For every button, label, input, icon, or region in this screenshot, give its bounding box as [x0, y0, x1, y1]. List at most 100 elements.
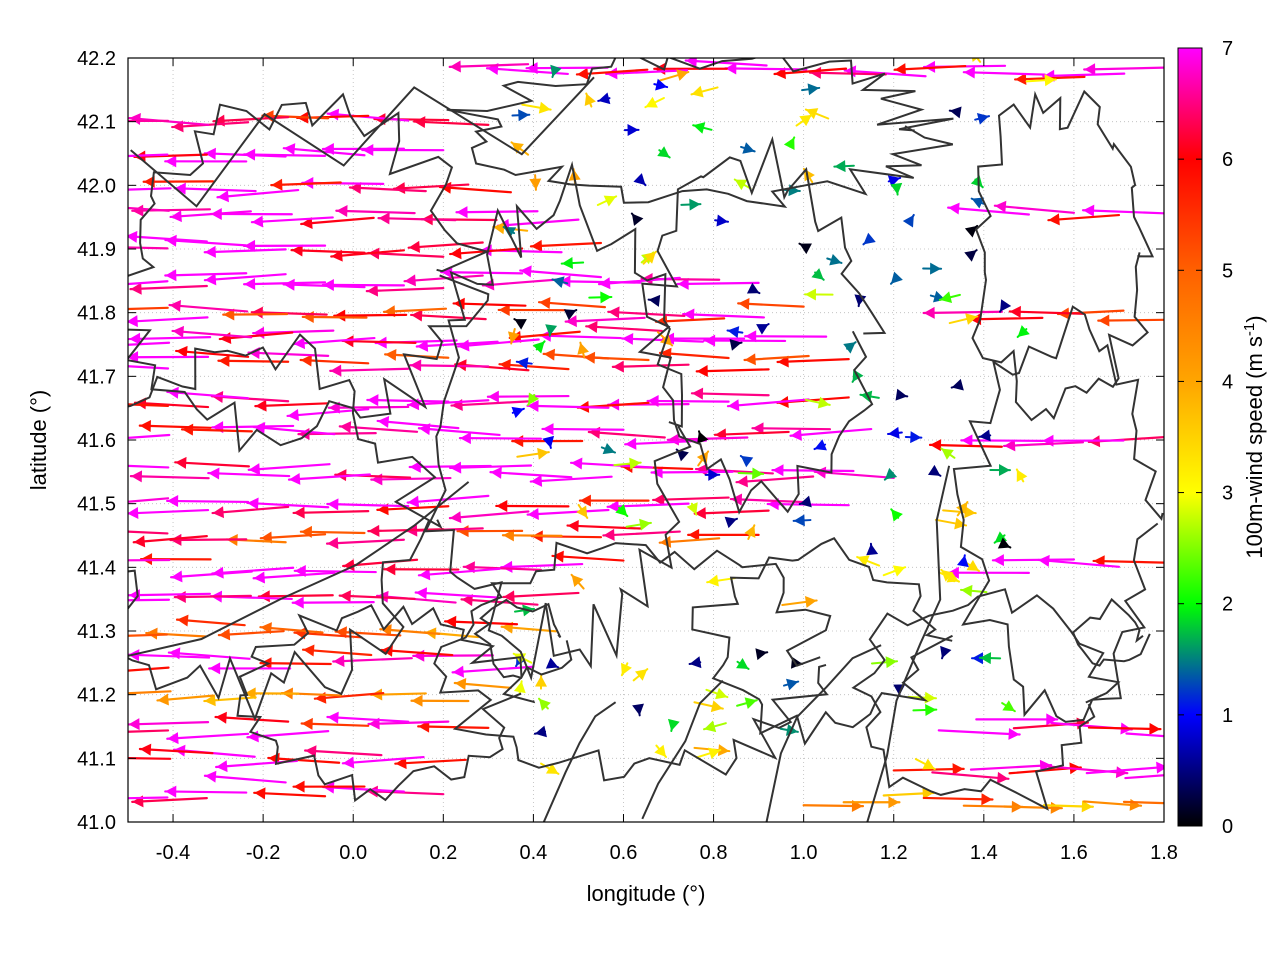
- wind-vector: [690, 387, 770, 400]
- wind-vector: [1085, 761, 1164, 775]
- wind-vector: [1081, 204, 1164, 217]
- wind-vector-head: [176, 345, 188, 358]
- wind-vector: [383, 563, 460, 576]
- wind-vector-shaft: [498, 363, 570, 371]
- wind-vector-shaft: [326, 112, 410, 122]
- wind-vector: [365, 284, 445, 297]
- wind-vector: [606, 500, 690, 513]
- wind-vector: [290, 244, 366, 257]
- wind-vector: [451, 665, 535, 678]
- wind-vector-shaft: [969, 764, 1053, 771]
- wind-vector-shaft: [376, 419, 460, 430]
- wind-vector-shaft: [654, 317, 726, 323]
- wind-vector: [128, 187, 172, 191]
- wind-vector-head: [857, 555, 870, 567]
- wind-vector-calm: [856, 555, 881, 567]
- wind-vector-shaft: [1002, 441, 1085, 448]
- wind-vector: [537, 297, 607, 310]
- wind-vector-head: [146, 627, 158, 640]
- wind-vector: [676, 277, 760, 290]
- wind-vector-head: [655, 78, 668, 91]
- x-axis-title: longitude (°): [587, 881, 706, 906]
- wind-vector: [246, 497, 330, 510]
- wind-vector-calm: [647, 294, 661, 307]
- wind-vector: [128, 718, 210, 731]
- y-tick-label: 41.3: [77, 621, 116, 643]
- wind-vector: [410, 694, 470, 707]
- wind-vector-calm: [813, 439, 827, 451]
- wind-vector-calm: [781, 596, 818, 608]
- wind-vector-calm: [887, 426, 903, 439]
- wind-vector: [960, 434, 1044, 447]
- wind-vector-head: [244, 687, 256, 700]
- wind-vector-calm: [950, 378, 964, 391]
- wind-vector-shaft: [128, 433, 171, 439]
- wind-vector-calm: [657, 146, 671, 159]
- wind-vector-head: [584, 93, 596, 106]
- wind-vector: [252, 571, 336, 584]
- wind-vector-shaft: [128, 341, 171, 346]
- wind-vector-calm: [922, 262, 943, 275]
- wind-vector-head: [450, 461, 462, 474]
- wind-vector-calm: [697, 430, 709, 444]
- wind-vector-shaft: [962, 71, 1046, 76]
- wind-vector-head: [577, 342, 589, 355]
- x-tick-label: 0.4: [519, 842, 547, 864]
- wind-vector-head: [139, 743, 152, 756]
- wind-vector-head: [409, 460, 421, 473]
- wind-vector-shaft: [922, 310, 1003, 315]
- wind-vector-head: [996, 771, 1009, 784]
- x-tick-label: -0.2: [246, 842, 280, 864]
- wind-vector: [776, 355, 850, 368]
- wind-vector-shaft: [365, 287, 445, 293]
- wind-vector: [687, 528, 760, 541]
- wind-vector: [128, 315, 209, 328]
- wind-vector-calm: [680, 198, 702, 211]
- wind-vector-head: [964, 225, 978, 238]
- wind-vector-calm: [695, 747, 722, 760]
- wind-vector-shaft: [729, 497, 810, 504]
- wind-vector-shaft: [486, 394, 570, 398]
- wind-vector-head: [418, 720, 430, 733]
- wind-vector-shaft: [128, 653, 211, 659]
- wind-vector-head: [461, 594, 473, 607]
- wind-vector: [129, 470, 210, 483]
- wind-vector-shaft: [270, 181, 342, 187]
- wind-vector-calm: [746, 282, 761, 295]
- wind-vector-shaft: [460, 598, 539, 606]
- wind-vector-head: [1009, 305, 1021, 318]
- wind-vector-head: [90, 200, 101, 212]
- wind-vector: [287, 472, 371, 485]
- wind-vector: [403, 274, 484, 287]
- wind-vector-head: [218, 628, 231, 641]
- wind-vector: [1125, 732, 1164, 738]
- wind-vector-shaft: [169, 210, 252, 219]
- wind-vector: [128, 341, 171, 346]
- wind-vector-calm: [866, 542, 879, 556]
- wind-vector-shaft: [291, 600, 375, 604]
- wind-vector-head: [543, 348, 556, 361]
- wind-vector: [407, 240, 484, 253]
- wind-vector: [569, 457, 654, 470]
- wind-vector-head: [335, 469, 347, 482]
- wind-vector: [1037, 554, 1121, 568]
- terrain-contour: [128, 92, 490, 454]
- wind-vector-head: [1084, 63, 1096, 76]
- wind-vector-head: [736, 657, 749, 669]
- wind-vector-head: [532, 341, 545, 354]
- wind-vector-shaft: [690, 392, 770, 397]
- wind-vector-shaft: [348, 186, 427, 193]
- colorbar-tick-label: 3: [1222, 483, 1233, 505]
- wind-vector-head: [528, 392, 540, 405]
- colorbar-tick-label: 7: [1222, 38, 1233, 60]
- wind-vector-shaft: [1042, 72, 1126, 78]
- wind-vector-head: [998, 464, 1011, 477]
- wind-vector-head: [923, 306, 935, 319]
- wind-vector-head: [777, 355, 789, 368]
- wind-vector-head: [380, 624, 392, 637]
- wind-vector: [417, 720, 490, 733]
- wind-vector-shaft: [129, 284, 208, 291]
- wind-vector-calm: [883, 467, 898, 481]
- wind-vector-head: [542, 435, 555, 448]
- wind-vector-calm: [914, 758, 936, 771]
